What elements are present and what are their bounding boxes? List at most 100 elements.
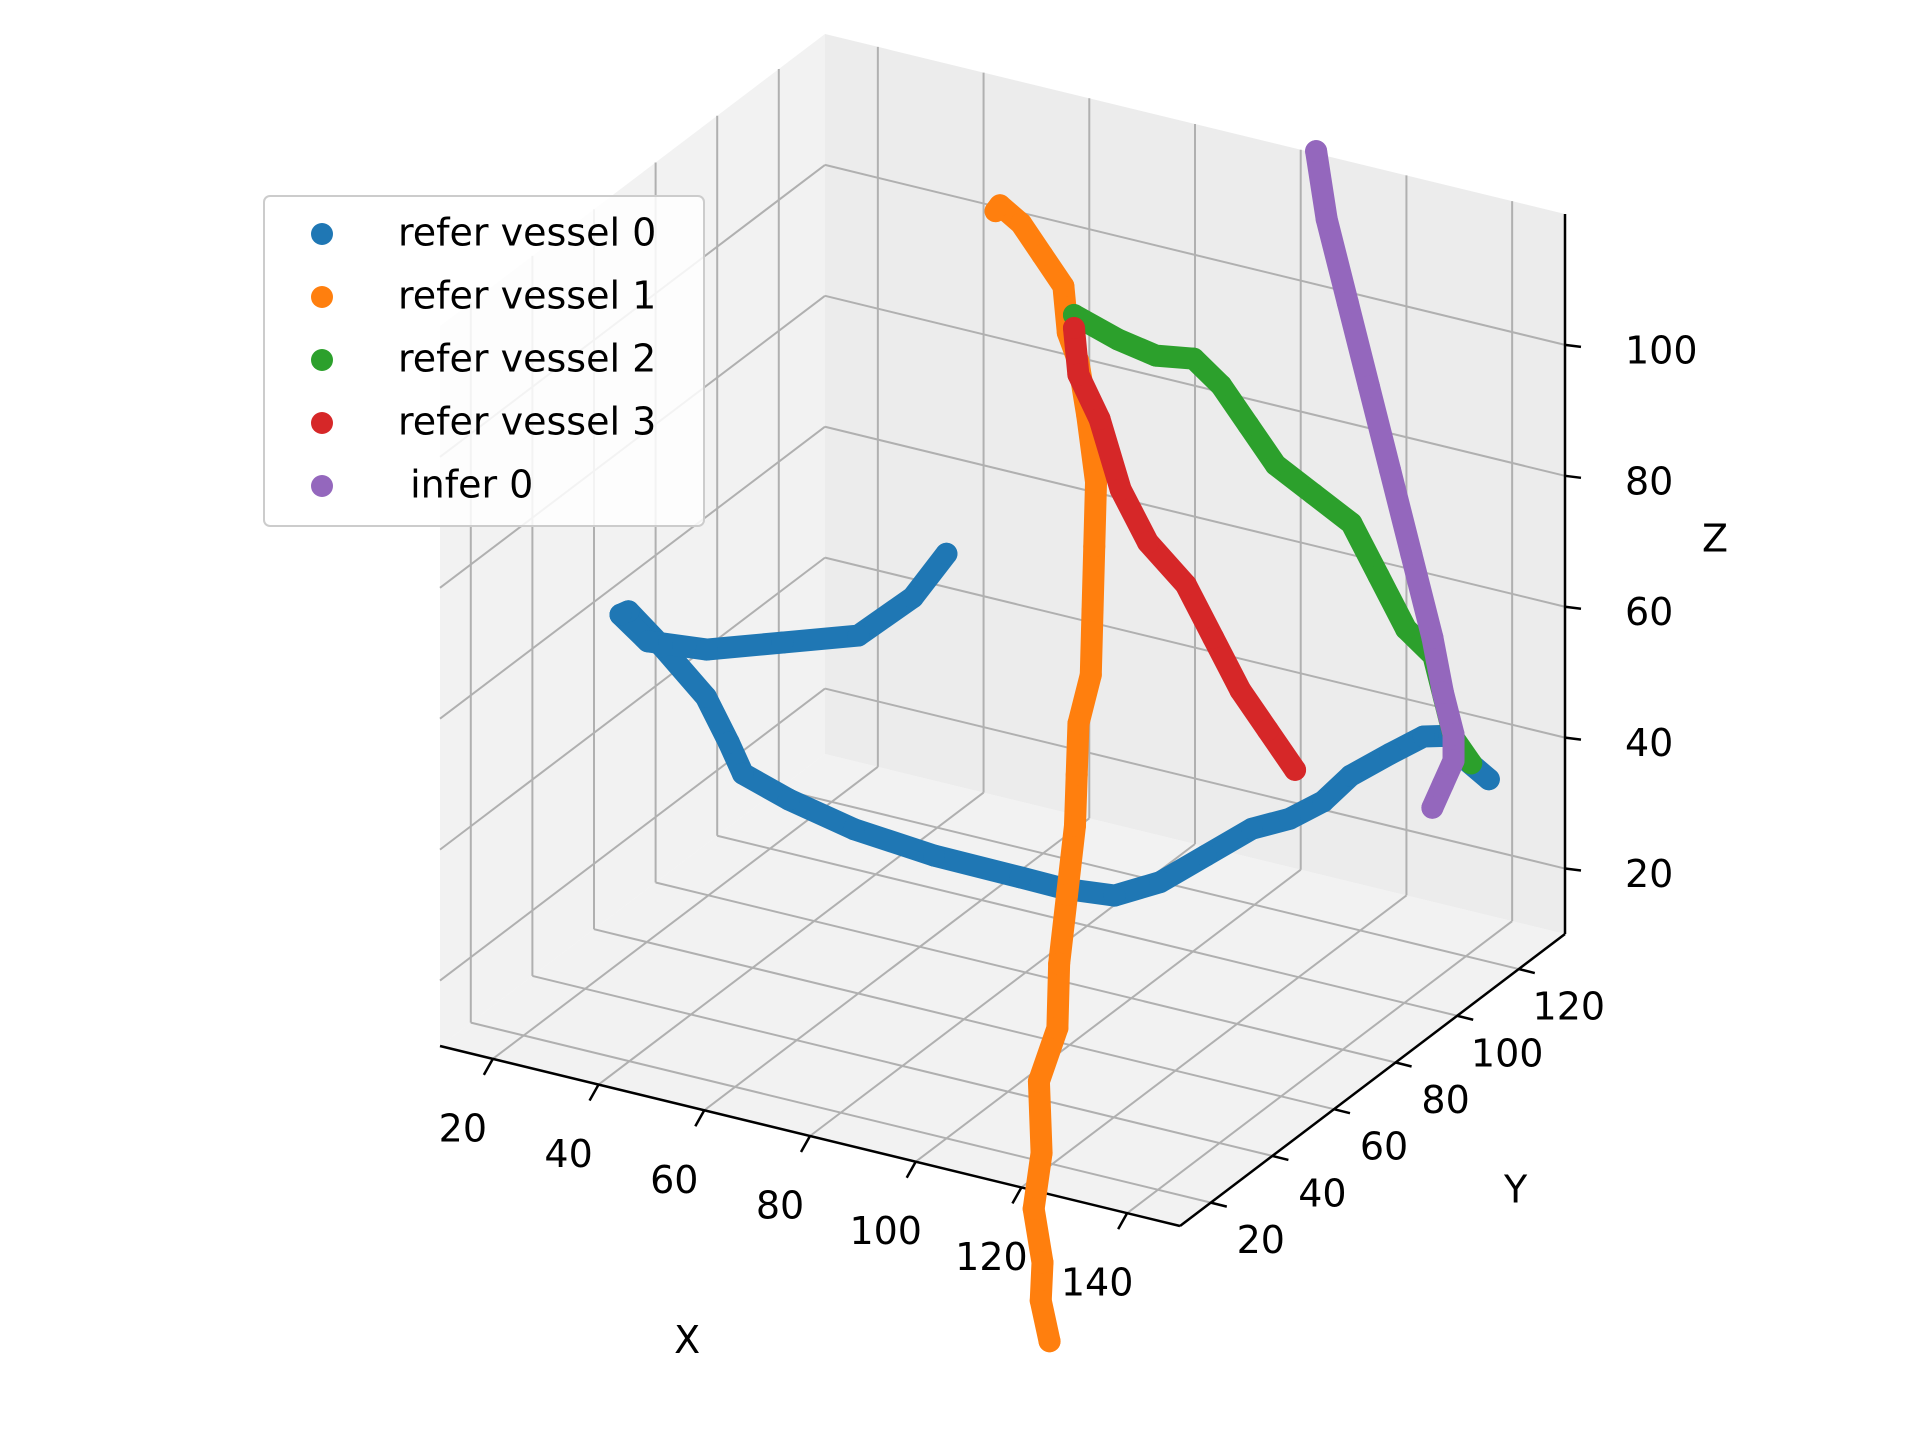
- y-tick-label: 60: [1360, 1125, 1408, 1169]
- data-point: [1031, 243, 1054, 266]
- data-point: [1081, 599, 1104, 622]
- x-tick-label: 120: [955, 1235, 1028, 1279]
- x-tick-label: 60: [650, 1158, 698, 1202]
- x-tick-mark: [1011, 1186, 1023, 1205]
- data-point: [771, 631, 794, 654]
- x-tick-label: 140: [1061, 1261, 1134, 1305]
- data-point: [1395, 617, 1418, 640]
- data-point: [1046, 1017, 1069, 1040]
- legend-item: refer vessel 3: [311, 400, 656, 444]
- data-series: [609, 140, 1500, 1353]
- data-point: [1412, 725, 1435, 748]
- data-point: [1367, 565, 1390, 588]
- y-tick-mark: [1456, 1014, 1474, 1021]
- y-axis-label: Y: [1503, 1167, 1528, 1211]
- data-point: [1088, 407, 1111, 430]
- series-1: [984, 194, 1108, 1353]
- y-tick-label: 40: [1298, 1171, 1346, 1215]
- data-point: [1210, 374, 1233, 397]
- data-point: [1136, 531, 1159, 554]
- y-tick-mark: [1395, 1061, 1412, 1068]
- data-point: [1312, 790, 1335, 813]
- data-point: [1442, 723, 1465, 746]
- x-tick-mark: [588, 1083, 600, 1102]
- data-point: [1063, 814, 1086, 837]
- x-tick-label: 100: [849, 1209, 922, 1253]
- data-point: [1085, 471, 1108, 494]
- series-line: [1062, 317, 1307, 781]
- grid-line-y-floor: [593, 928, 1335, 1111]
- legend-label: refer vessel 3: [398, 400, 656, 444]
- data-point: [1256, 719, 1279, 742]
- data-point: [1379, 742, 1402, 765]
- x-tick-mark: [799, 1135, 812, 1153]
- x-tick-label: 20: [439, 1106, 487, 1150]
- data-point: [1083, 535, 1106, 558]
- data-point: [1339, 764, 1362, 787]
- grid-line-z-back: [824, 163, 1566, 346]
- data-point: [609, 603, 632, 626]
- data-point: [1038, 1330, 1061, 1353]
- data-point: [717, 731, 740, 754]
- data-point: [1029, 1289, 1052, 1312]
- z-axis-label: Z: [1702, 516, 1728, 560]
- data-point: [1421, 796, 1444, 819]
- data-point: [1336, 291, 1359, 314]
- data-point: [1048, 952, 1071, 975]
- data-point: [1031, 1251, 1054, 1274]
- data-point: [1477, 768, 1500, 791]
- legend-item: refer vessel 1: [311, 274, 656, 318]
- data-point: [847, 624, 870, 647]
- data-point: [1340, 512, 1363, 535]
- data-point: [1010, 212, 1033, 235]
- legend-label: refer vessel 0: [398, 211, 656, 255]
- data-point: [777, 788, 800, 811]
- data-point: [1315, 208, 1338, 231]
- z-tick-label: 20: [1625, 852, 1673, 896]
- data-point: [935, 542, 958, 565]
- legend-item: refer vessel 0: [311, 211, 656, 255]
- grid-line-x-floor: [915, 868, 1302, 1163]
- data-point: [1067, 363, 1090, 386]
- grid-line-y-floor: [470, 1021, 1212, 1204]
- data-point: [636, 630, 659, 653]
- data-point: [695, 638, 718, 661]
- grid-line-x-floor: [1126, 920, 1513, 1214]
- grid-line-z-back: [824, 687, 1566, 870]
- legend: refer vessel 0 refer vessel 1 refer vessel…: [263, 195, 705, 527]
- legend-item: refer vessel 2: [311, 337, 656, 381]
- data-point: [1022, 1197, 1045, 1220]
- x-tick-mark: [905, 1161, 917, 1179]
- data-point: [1065, 763, 1088, 786]
- grid-line-z-back: [824, 425, 1566, 608]
- grid-line-z-back: [824, 294, 1566, 477]
- tick-labels: 2040608010012014020406080100120204060801…: [439, 328, 1698, 1304]
- data-point: [1027, 1070, 1050, 1093]
- z-tick-mark: [1564, 474, 1582, 480]
- z-tick-mark: [1564, 343, 1582, 349]
- grid-line-z-left: [439, 556, 826, 851]
- data-point: [1056, 883, 1079, 906]
- data-point: [1357, 375, 1380, 398]
- data-point: [1431, 773, 1454, 796]
- y-axis-line: [1179, 933, 1566, 1227]
- grid-line-y-floor: [716, 834, 1458, 1017]
- legend-item: infer 0: [311, 463, 533, 507]
- x-tick-label: 40: [544, 1132, 592, 1176]
- y-tick-label: 20: [1237, 1218, 1285, 1262]
- x-tick-mark: [482, 1058, 494, 1076]
- y-tick-label: 80: [1421, 1078, 1469, 1122]
- data-point: [731, 762, 754, 785]
- z-tick-mark: [1564, 605, 1582, 610]
- data-point: [1062, 317, 1085, 340]
- y-tick-mark: [1272, 1154, 1289, 1162]
- legend-label: infer 0: [398, 463, 533, 507]
- data-point: [1202, 626, 1225, 649]
- series-4: [1305, 140, 1465, 819]
- grid-line-x-floor: [1020, 894, 1408, 1189]
- grid-line-z-left: [439, 687, 826, 982]
- data-point: [1421, 626, 1444, 649]
- x-tick-mark: [1117, 1212, 1129, 1230]
